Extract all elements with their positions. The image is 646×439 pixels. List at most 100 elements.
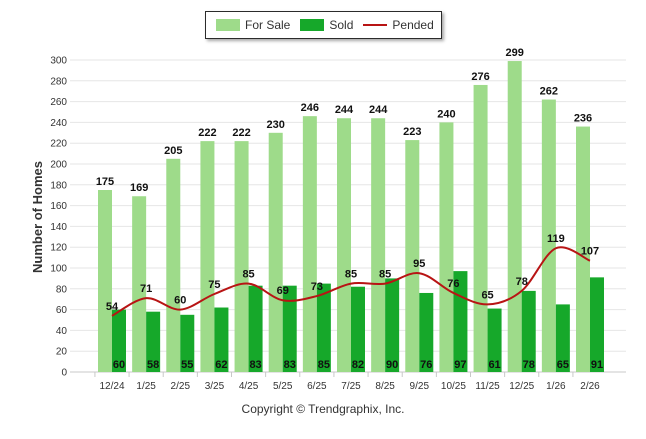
bar-for-sale [234, 141, 249, 372]
data-label-sold: 76 [420, 359, 432, 371]
y-tick-label: 80 [56, 284, 68, 295]
bar-for-sale [405, 140, 420, 372]
bar-for-sale [132, 196, 147, 372]
data-label-for-sale: 222 [232, 127, 250, 139]
bar-sold [521, 290, 536, 372]
data-label-for-sale: 236 [574, 113, 592, 125]
data-label-pended: 76 [447, 278, 459, 290]
data-label-for-sale: 222 [198, 127, 216, 139]
bar-for-sale [371, 118, 386, 373]
data-label-sold: 61 [488, 359, 500, 371]
legend-label-for-sale: For Sale [245, 18, 291, 32]
bar-for-sale [541, 99, 556, 373]
x-tick-label: 2/25 [171, 381, 191, 392]
data-label-pended: 119 [547, 233, 565, 245]
y-tick-label: 20 [56, 347, 68, 358]
bar-for-sale [576, 126, 590, 372]
data-label-sold: 90 [386, 359, 398, 371]
bar-for-sale [98, 190, 112, 372]
data-label-for-sale: 246 [301, 102, 319, 114]
bar-sold [180, 314, 195, 372]
x-tick-label: 12/24 [99, 381, 124, 392]
data-label-pended: 78 [516, 276, 528, 288]
legend-swatch-for-sale [216, 19, 240, 31]
y-tick-label: 240 [50, 118, 67, 129]
data-label-for-sale: 276 [471, 71, 489, 83]
y-axis-title: Number of Homes [30, 161, 45, 273]
x-tick-label: 8/25 [375, 381, 395, 392]
data-label-sold: 55 [181, 359, 193, 371]
data-label-sold: 65 [557, 359, 569, 371]
legend-item-for-sale[interactable]: For Sale [216, 18, 290, 32]
y-tick-label: 140 [50, 222, 67, 233]
data-label-pended: 71 [140, 283, 152, 295]
data-label-for-sale: 240 [437, 108, 455, 120]
legend-item-pended[interactable]: Pended [363, 18, 434, 32]
data-label-sold: 97 [454, 359, 466, 371]
data-label-sold: 78 [523, 359, 535, 371]
x-tick-label: 4/25 [239, 381, 259, 392]
x-tick-label: 1/25 [136, 381, 156, 392]
pended-line-group [111, 246, 591, 317]
data-labels: 175 169 205 222 222 230 246 244 244 223 240 276 299 2… [96, 47, 603, 371]
bars [98, 61, 604, 373]
y-tick-label: 40 [56, 326, 68, 337]
data-label-pended: 85 [379, 269, 391, 281]
data-label-for-sale: 175 [96, 176, 114, 188]
x-tick-label: 12/25 [509, 381, 534, 392]
bar-sold [555, 304, 570, 372]
data-label-for-sale: 299 [506, 47, 524, 59]
data-label-sold: 83 [284, 359, 296, 371]
bar-sold [590, 277, 604, 372]
data-label-sold: 83 [249, 359, 261, 371]
x-tick-label: 11/25 [475, 381, 500, 392]
y-tick-label: 220 [50, 139, 67, 150]
data-label-for-sale: 262 [540, 86, 558, 98]
data-label-sold: 85 [318, 359, 330, 371]
data-label-for-sale: 205 [164, 145, 182, 157]
legend-item-sold[interactable]: Sold [300, 18, 353, 32]
data-label-pended: 69 [277, 285, 289, 297]
bar-for-sale [166, 158, 181, 372]
y-tick-label: 200 [50, 160, 67, 171]
legend: For Sale Sold Pended [205, 11, 442, 39]
bar-for-sale [302, 116, 317, 372]
legend-label-pended: Pended [392, 18, 434, 32]
data-label-pended: 54 [106, 301, 119, 313]
data-label-pended: 95 [413, 258, 425, 270]
bar-sold [419, 292, 434, 372]
data-label-for-sale: 169 [130, 182, 148, 194]
data-label-sold: 62 [215, 359, 227, 371]
x-tick-label: 7/25 [341, 381, 361, 392]
y-tick-label: 60 [56, 305, 68, 316]
copyright: Copyright © Trendgraphix, Inc. [241, 402, 405, 416]
data-label-pended: 73 [311, 281, 323, 293]
x-tick-label: 2/26 [580, 381, 600, 392]
bar-sold [214, 307, 229, 372]
y-tick-label: 100 [50, 264, 67, 275]
y-tick-label: 260 [50, 97, 67, 108]
bar-for-sale [439, 122, 454, 373]
bar-sold [385, 278, 400, 372]
bar-sold [248, 285, 263, 372]
data-label-sold: 58 [147, 359, 159, 371]
x-tick-label: 1/26 [546, 381, 566, 392]
x-tick-label: 10/25 [441, 381, 466, 392]
x-tick-label: 5/25 [273, 381, 293, 392]
data-label-pended: 85 [345, 269, 357, 281]
x-tick-label: 3/25 [205, 381, 225, 392]
data-label-pended: 107 [581, 246, 599, 258]
bar-for-sale [473, 84, 488, 373]
bar-for-sale [507, 61, 522, 372]
pended-line [111, 246, 591, 317]
x-tick-label: 9/25 [410, 381, 430, 392]
y-tick-label: 120 [50, 243, 67, 254]
data-label-for-sale: 244 [335, 104, 354, 116]
bar-sold [351, 286, 365, 372]
data-label-sold: 91 [591, 359, 603, 371]
y-tick-label: 280 [50, 76, 67, 87]
data-label-sold: 60 [113, 359, 125, 371]
data-label-pended: 65 [481, 289, 493, 301]
data-label-for-sale: 230 [267, 119, 285, 131]
